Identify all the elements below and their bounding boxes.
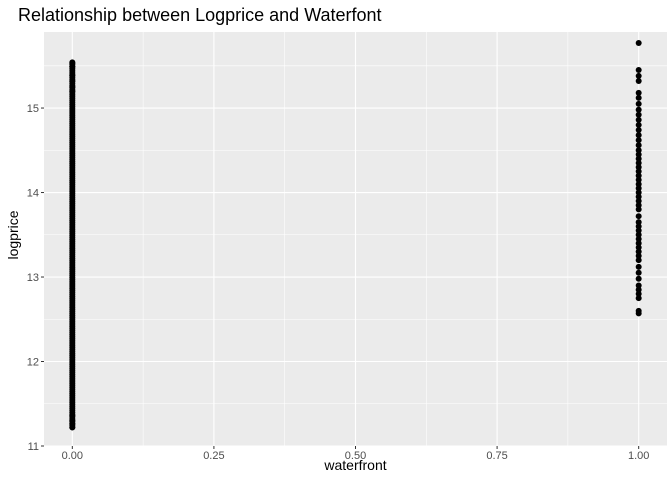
data-point	[635, 121, 642, 128]
data-point	[635, 168, 642, 175]
data-point	[69, 424, 76, 431]
y-tick-label: 13	[27, 272, 39, 284]
data-point	[635, 275, 642, 282]
data-point	[635, 100, 642, 107]
y-tick-label: 15	[27, 103, 39, 115]
data-point	[635, 206, 642, 213]
data-point	[635, 244, 642, 251]
y-tick-label: 14	[27, 188, 39, 200]
data-point	[635, 248, 642, 255]
data-point	[635, 269, 642, 276]
data-point	[635, 94, 642, 101]
data-point	[635, 240, 642, 247]
data-point	[635, 189, 642, 196]
data-point	[635, 213, 642, 220]
x-axis-title: waterfront	[323, 457, 386, 473]
data-point	[635, 263, 642, 270]
data-point	[635, 310, 642, 317]
data-point	[635, 193, 642, 200]
y-tick-label: 12	[27, 357, 39, 369]
data-point	[635, 89, 642, 96]
data-point	[69, 63, 76, 70]
chart-title: Relationship between Logprice and Waterf…	[18, 5, 382, 25]
data-point	[635, 172, 642, 179]
data-point	[635, 132, 642, 139]
data-point	[635, 181, 642, 188]
data-point	[635, 151, 642, 158]
data-point	[635, 282, 642, 289]
y-axis: 11 12 13 14 15	[27, 103, 44, 453]
data-point	[635, 137, 642, 144]
plot-panel	[44, 32, 667, 447]
data-point	[635, 155, 642, 162]
data-point	[635, 185, 642, 192]
data-point	[635, 39, 642, 46]
data-point	[635, 176, 642, 183]
data-point	[635, 164, 642, 171]
data-point	[635, 111, 642, 118]
data-point	[635, 219, 642, 226]
data-point	[635, 127, 642, 134]
data-point	[635, 106, 642, 113]
data-point	[635, 116, 642, 123]
data-point	[69, 412, 76, 419]
data-point	[635, 236, 642, 242]
points-layer	[69, 39, 642, 431]
x-tick-label: 0.25	[203, 450, 224, 462]
data-point	[635, 142, 642, 149]
data-point	[635, 295, 642, 302]
data-point	[635, 257, 642, 264]
x-axis: 0.00 0.25 0.50 0.75 1.00	[62, 446, 649, 462]
x-tick-label: 0.75	[486, 450, 507, 462]
data-point	[635, 286, 642, 293]
data-point	[635, 147, 642, 154]
data-point	[69, 72, 76, 79]
x-tick-label: 0.50	[345, 450, 366, 462]
data-point	[635, 202, 642, 209]
data-point	[635, 197, 642, 204]
y-axis-title: logprice	[5, 210, 21, 259]
data-point	[635, 227, 642, 234]
data-point	[635, 72, 642, 79]
data-point	[635, 252, 642, 259]
data-point	[635, 223, 642, 230]
data-point	[635, 78, 642, 85]
data-point	[635, 231, 642, 238]
data-point	[635, 67, 642, 74]
data-point	[69, 88, 76, 95]
y-tick-label: 11	[28, 441, 39, 453]
data-point	[69, 83, 76, 90]
x-tick-label: 1.00	[628, 450, 649, 462]
x-tick-label: 0.00	[62, 450, 83, 462]
data-point	[635, 159, 642, 166]
data-point	[69, 78, 76, 85]
data-point	[635, 290, 642, 297]
